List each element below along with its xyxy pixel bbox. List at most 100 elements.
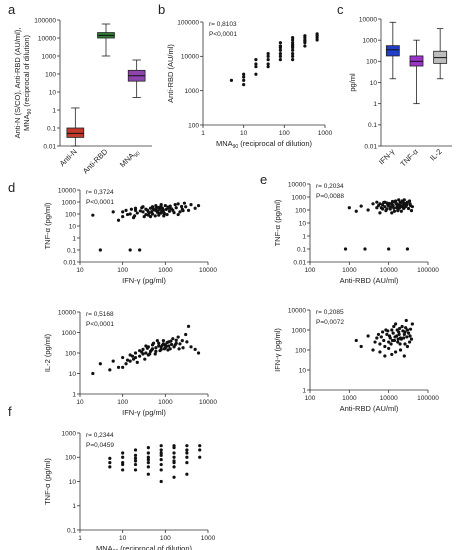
data-point [157, 211, 161, 216]
data-point [390, 199, 395, 204]
data-point [172, 455, 176, 459]
data-point [133, 459, 138, 463]
stat-annotation: r= 0,5168 [86, 311, 114, 318]
y-tick-label: 1 [72, 391, 76, 398]
data-point [406, 206, 411, 211]
data-point [315, 32, 319, 36]
data-point [291, 38, 295, 42]
data-point [146, 455, 150, 459]
data-point [189, 345, 193, 349]
data-point [169, 342, 174, 347]
data-point [133, 355, 138, 360]
x-axis-label: MNA90 (reciprocal of dilution) [96, 544, 193, 550]
data-point [390, 328, 394, 332]
data-point [404, 326, 408, 330]
data-point [402, 354, 406, 358]
data-point [384, 208, 388, 213]
y-tick-label: 1 [373, 101, 377, 108]
data-point [164, 207, 168, 212]
data-point [146, 461, 150, 465]
data-point [385, 332, 389, 337]
data-point [390, 211, 394, 215]
x-tick-label: 10 [76, 399, 84, 406]
data-point [408, 334, 412, 338]
y-tick-label: 1 [72, 235, 76, 242]
panel-letter: d [8, 180, 15, 195]
data-point [397, 332, 401, 337]
x-axis-label: IFN-γ (pg/ml) [122, 408, 166, 417]
data-point [125, 212, 130, 217]
data-point [392, 206, 396, 210]
x-tick-label: 10000 [380, 267, 398, 274]
data-point [405, 344, 410, 349]
x-category-label: Anti-N [58, 147, 79, 168]
y-axis-label: TNF-α (pg/ml) [43, 202, 52, 249]
data-point [242, 72, 246, 76]
stat-annotation: P=0,0459 [86, 442, 114, 449]
data-point [354, 338, 358, 343]
data-point [198, 448, 202, 452]
data-point [124, 362, 128, 366]
data-point [402, 203, 406, 207]
y-tick-label: 10 [299, 220, 307, 227]
data-point [150, 212, 155, 216]
y-tick-label: 0.1 [47, 125, 56, 132]
data-point [166, 348, 170, 352]
data-point [303, 34, 307, 38]
y-axis: 0.1 1 10 100 1000 [62, 430, 81, 534]
data-point [266, 58, 270, 62]
data-point [146, 472, 150, 476]
data-point [151, 341, 156, 345]
data-point [380, 203, 385, 207]
data-point [242, 75, 246, 79]
data-point [151, 207, 155, 211]
y-tick-label: 10000 [38, 35, 56, 42]
x-axis-label: Anti-RBD (AU/ml) [340, 404, 399, 413]
data-point [172, 451, 176, 455]
data-point [404, 318, 408, 323]
data-point [184, 205, 188, 209]
stat-annotation: r= 0,2034 [316, 183, 344, 190]
data-point [196, 351, 201, 355]
x-tick-label: 10000 [199, 267, 217, 274]
data-point [159, 451, 163, 455]
data-point [169, 339, 173, 343]
x-tick-label: 100 [279, 130, 290, 137]
y-tick-label: 1000 [363, 37, 378, 44]
data-point [146, 465, 150, 469]
x-tick-label: 100 [305, 267, 316, 274]
data-point [383, 344, 387, 349]
data-point [108, 456, 112, 460]
data-point [181, 209, 185, 213]
panel-b: b 100 1000 10000 100000 1 10 100 1000 r= 0,8103 P<… [158, 2, 333, 150]
data-point [393, 335, 397, 339]
x-axis: 1 10 100 1000 [78, 529, 216, 542]
data-point [91, 213, 95, 217]
y-tick-label: 1000 [62, 199, 77, 206]
data-point [154, 346, 158, 350]
y-tick-label: 100 [45, 71, 56, 78]
data-point [133, 208, 138, 212]
data-point [291, 52, 295, 56]
x-tick-label: 1000 [342, 267, 357, 274]
y-tick-label: 10000 [58, 309, 76, 316]
data-point [179, 204, 184, 209]
data-point [407, 340, 412, 344]
y-tick-label: 10000 [58, 187, 76, 194]
x-category-label: IFN-γ [377, 147, 397, 167]
data-point [398, 348, 403, 352]
data-point [98, 362, 102, 366]
data-point [396, 337, 400, 341]
data-point [133, 462, 138, 467]
data-point [159, 458, 163, 462]
data-point [138, 248, 142, 252]
data-point [185, 448, 189, 452]
box-anti-rbd [97, 23, 115, 57]
data-point [145, 346, 150, 350]
data-point [366, 334, 370, 338]
data-point [163, 204, 167, 208]
y-tick-label: 0.1 [297, 246, 306, 253]
y-tick-label: 10000 [359, 16, 377, 23]
data-point [186, 324, 191, 328]
stat-annotation: P=0,0088 [316, 193, 344, 200]
